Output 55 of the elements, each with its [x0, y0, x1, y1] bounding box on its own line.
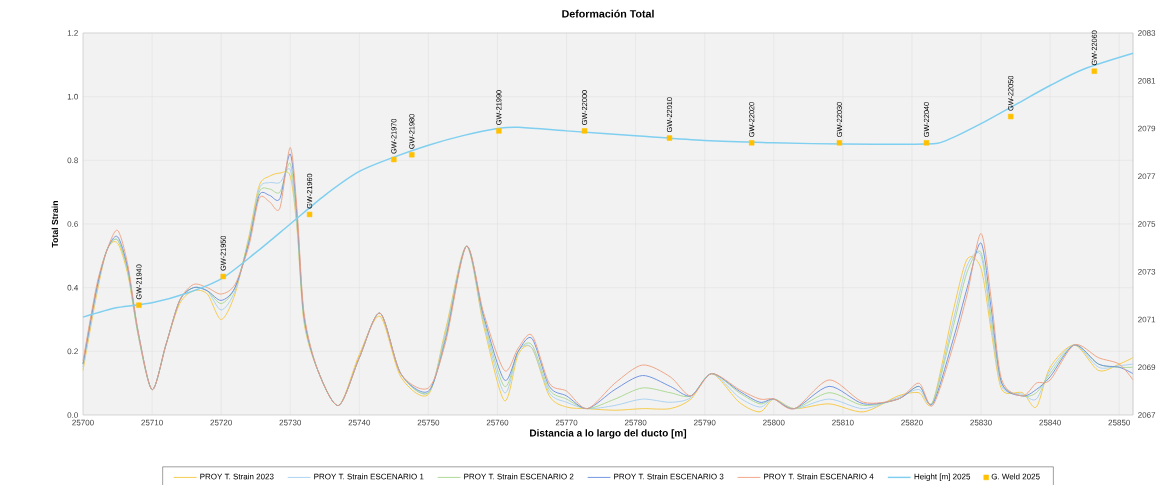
- point: [136, 302, 142, 308]
- x-tick-label: 25710: [141, 419, 163, 426]
- legend-label: PROY T. Strain 2023: [200, 473, 274, 480]
- x-tick-label: 25770: [555, 419, 578, 426]
- point: [1091, 68, 1097, 74]
- point: [581, 128, 588, 134]
- legend-label: PROY T. Strain ESCENARIO 4: [764, 473, 874, 480]
- y2-tick-label: 2083: [1138, 30, 1156, 36]
- y2-tick-label: 2079: [1138, 125, 1156, 132]
- x-axis-title: Distancia a lo largo del ducto [m]: [530, 429, 687, 439]
- legend-label: Height [m] 2025: [914, 473, 971, 481]
- x-tick-label: 25840: [1039, 419, 1061, 426]
- y-axis-title: Total Strain: [51, 201, 59, 248]
- y-tick-label: 0.8: [67, 157, 78, 164]
- y-tick-label: 0.6: [67, 221, 78, 227]
- x-tick-label: 25760: [486, 419, 509, 426]
- y-tick-label: 0.0: [67, 412, 78, 418]
- point: [496, 128, 502, 134]
- point: [306, 211, 313, 218]
- x-tick-label: 25730: [279, 419, 302, 426]
- point: [923, 140, 930, 146]
- y2-tick-label: 2075: [1138, 221, 1156, 227]
- legend-label: PROY T. Strain ESCENARIO 1: [314, 473, 424, 480]
- y2-tick-label: 2077: [1138, 173, 1156, 180]
- x-tick-label: 25720: [210, 419, 232, 426]
- x-tick-label: 25740: [348, 419, 371, 426]
- chart-title: Deformación Total: [562, 9, 654, 18]
- y2-tick-label: 2067: [1138, 412, 1156, 418]
- x-tick-label: 25780: [624, 419, 647, 426]
- y2-tick-label: 2073: [1138, 268, 1156, 275]
- x-tick-label: 25830: [970, 419, 992, 426]
- y-tick-label: 0.4: [67, 284, 79, 291]
- point: [220, 273, 226, 280]
- legend-label: G. Weld 2025: [991, 473, 1040, 480]
- x-tick-label: 25810: [832, 419, 854, 426]
- point: [409, 152, 415, 158]
- y2-tick-label: 2071: [1138, 316, 1156, 323]
- y2-tick-label: 2069: [1138, 364, 1156, 371]
- point: [666, 135, 673, 141]
- y-tick-label: 1.2: [67, 30, 78, 36]
- point: [836, 140, 843, 146]
- x-tick-label: 25790: [694, 419, 716, 426]
- legend-label: PROY T. Strain ESCENARIO 2: [464, 473, 574, 480]
- y2-tick-label: 2081: [1138, 77, 1156, 84]
- x-tick-label: 25700: [72, 419, 94, 426]
- y-tick-label: 1.0: [67, 93, 78, 100]
- x-tick-label: 25850: [1108, 419, 1131, 426]
- x-tick-label: 25750: [417, 419, 440, 426]
- point: [749, 140, 755, 146]
- x-tick-label: 25820: [901, 419, 923, 426]
- point: [391, 156, 397, 163]
- y-tick-label: 0.2: [67, 348, 78, 355]
- point: [1008, 113, 1014, 120]
- legend-label: PROY T. Strain ESCENARIO 3: [614, 473, 724, 480]
- x-tick-label: 25800: [763, 419, 785, 426]
